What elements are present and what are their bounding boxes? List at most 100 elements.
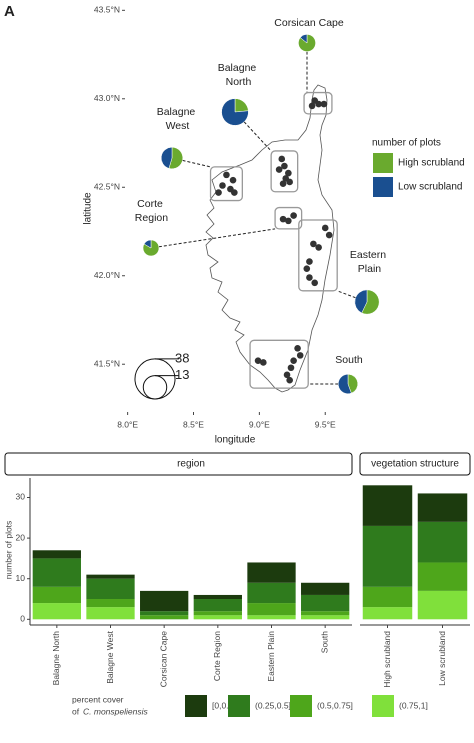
pie-slice bbox=[361, 289, 380, 315]
bar-segment bbox=[247, 582, 296, 604]
connector bbox=[158, 228, 276, 248]
legend-key bbox=[185, 695, 207, 717]
bar-segment bbox=[193, 594, 242, 600]
region-label: Corte Region bbox=[132, 198, 168, 224]
y-axis-label: latitude bbox=[83, 192, 94, 225]
bar-segment bbox=[301, 615, 350, 620]
x-tick-label: Balagne North bbox=[51, 631, 61, 686]
y-tick-label: 30 bbox=[16, 492, 26, 502]
y-tick-label: 0 bbox=[20, 614, 25, 624]
x-tick-label: Corte Region bbox=[212, 631, 222, 681]
plot-point bbox=[315, 100, 322, 108]
plot-point bbox=[285, 169, 292, 177]
plot-point bbox=[283, 371, 291, 379]
plot-point bbox=[310, 240, 317, 248]
legend-key bbox=[372, 695, 394, 717]
bar-segment bbox=[86, 578, 135, 600]
plot-point bbox=[303, 265, 311, 272]
bar-segment bbox=[193, 599, 242, 612]
bar-segment bbox=[417, 493, 468, 522]
legend-label: (0.75,1] bbox=[399, 700, 428, 710]
y-tick-label: 20 bbox=[16, 532, 26, 542]
plot-point bbox=[286, 376, 293, 384]
legend-title: of bbox=[72, 706, 80, 716]
legend-label: (0.25,0.5] bbox=[255, 700, 291, 710]
bar-segment bbox=[140, 615, 189, 620]
region-label: Eastern Plain bbox=[350, 249, 386, 275]
y-tick-label: 10 bbox=[16, 573, 26, 583]
connector bbox=[243, 121, 272, 152]
plot-point bbox=[229, 176, 237, 184]
plot-point bbox=[254, 357, 262, 364]
pie-slice bbox=[338, 373, 352, 394]
plot-point bbox=[260, 359, 267, 366]
region-box bbox=[298, 219, 338, 292]
plot-point bbox=[279, 180, 287, 188]
plot-point bbox=[278, 155, 286, 163]
legend-title: percent cover bbox=[72, 694, 124, 704]
legend-key bbox=[373, 153, 393, 173]
bar-segment bbox=[32, 550, 81, 559]
y-tick-label: 43.0°N bbox=[94, 93, 120, 103]
bar-segment bbox=[247, 615, 296, 620]
plot-point bbox=[320, 100, 328, 108]
bar-segment bbox=[32, 603, 81, 620]
pie-slice bbox=[161, 146, 173, 169]
bar-segment bbox=[362, 586, 413, 608]
region-label: Balagne North bbox=[218, 62, 257, 88]
size-key bbox=[142, 375, 168, 400]
legend-key bbox=[290, 695, 312, 717]
bar-segment bbox=[86, 599, 135, 608]
facet-strip bbox=[359, 452, 471, 476]
bar-segment bbox=[32, 586, 81, 604]
pie-slice bbox=[168, 146, 183, 170]
plot-point bbox=[231, 189, 238, 196]
region-box bbox=[303, 91, 333, 115]
plot-point bbox=[215, 189, 222, 196]
bar-segment bbox=[247, 562, 296, 583]
region-label: South bbox=[335, 354, 363, 366]
size-key-label: 38 bbox=[175, 350, 189, 365]
bar-segment bbox=[362, 607, 413, 620]
x-tick-label: South bbox=[319, 631, 329, 653]
region-label: Balagne West bbox=[157, 106, 196, 132]
legend-key bbox=[373, 177, 393, 197]
plot-point bbox=[294, 344, 301, 352]
facet-title: region bbox=[177, 459, 205, 470]
x-tick-label: Balagne West bbox=[105, 630, 115, 683]
y-tick-label: 41.5°N bbox=[94, 358, 120, 368]
bar-segment bbox=[193, 615, 242, 620]
bar-segment bbox=[301, 582, 350, 595]
plot-point bbox=[281, 162, 288, 170]
size-key bbox=[134, 358, 176, 400]
plot-point bbox=[306, 258, 313, 265]
x-tick-label: 9.5°E bbox=[315, 419, 336, 429]
plot-point bbox=[275, 166, 283, 173]
y-tick-label: 43.5°N bbox=[94, 5, 120, 15]
y-tick-label: 42.0°N bbox=[94, 270, 120, 280]
facet-strip bbox=[4, 452, 353, 476]
bar-segment bbox=[362, 485, 413, 526]
bar-segment bbox=[362, 525, 413, 587]
pie-slice bbox=[234, 98, 249, 113]
legend-title: number of plots bbox=[372, 138, 441, 149]
x-tick-label: Eastern Plain bbox=[266, 631, 276, 682]
plot-point bbox=[290, 212, 297, 219]
bar-segment bbox=[417, 562, 468, 591]
pie-slice bbox=[347, 373, 358, 394]
plot-point bbox=[223, 171, 230, 179]
y-tick-label: 42.5°N bbox=[94, 182, 120, 192]
x-tick-label: 8.5°E bbox=[183, 419, 204, 429]
bar-segment bbox=[301, 611, 350, 616]
plot-point bbox=[219, 182, 226, 189]
region-label: Corsican Cape bbox=[274, 17, 344, 29]
plot-point bbox=[306, 274, 313, 281]
connector bbox=[182, 159, 211, 168]
pie-slice bbox=[143, 239, 152, 249]
plot-point bbox=[321, 224, 329, 232]
x-tick-label: Corsican Cape bbox=[158, 631, 168, 687]
bar-segment bbox=[417, 590, 468, 620]
bar-segment bbox=[86, 607, 135, 620]
x-axis-label: longitude bbox=[215, 435, 256, 446]
